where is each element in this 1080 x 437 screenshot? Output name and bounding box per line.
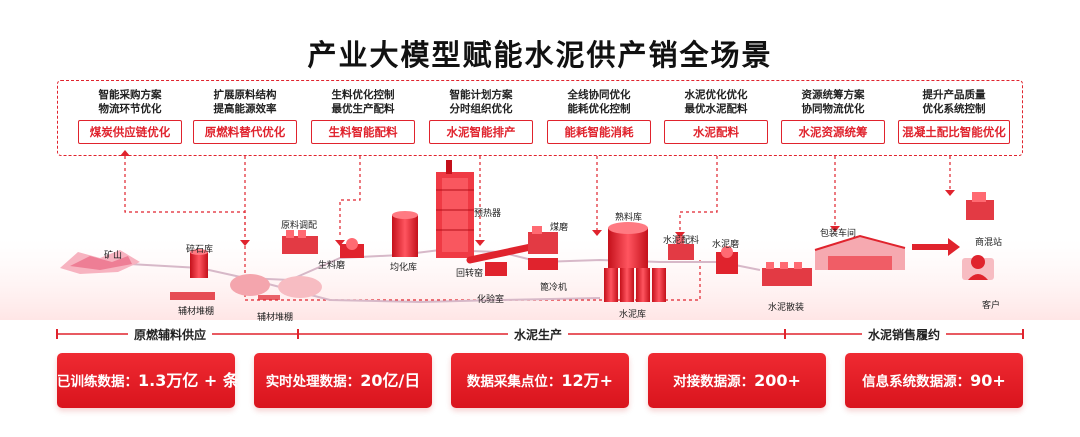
optimization-item: 智能计划方案 分时组织优化 水泥智能排产 xyxy=(429,88,533,144)
stage-label: 水泥销售履约 xyxy=(862,326,947,343)
scene-label-aux-shed: 辅材堆棚 xyxy=(257,313,294,323)
stat-value: 90+ xyxy=(970,371,1006,390)
aux-shed-base xyxy=(258,295,280,300)
optimization-line-2: 协同物流优化 xyxy=(801,103,865,115)
scene-label-aux-shed: 辅材堆棚 xyxy=(178,307,215,317)
optimization-line-1: 智能采购方案 xyxy=(98,89,162,101)
stat-value: 200+ xyxy=(754,371,801,390)
connector-arrowheads xyxy=(120,150,955,246)
stat-label: 对接数据源： xyxy=(673,374,755,390)
stat-label: 信息系统数据源： xyxy=(862,374,971,390)
plant-illustration xyxy=(0,150,1080,320)
page-title: 产业大模型赋能水泥供产销全场景 xyxy=(307,38,773,72)
optimization-tag: 混凝土配比智能优化 xyxy=(898,120,1010,144)
stat-label: 数据采集点位： xyxy=(466,374,562,390)
delivery-arrow xyxy=(912,238,960,256)
optimization-item: 扩展原料结构 提高能源效率 原燃料替代优化 xyxy=(193,88,297,144)
scene-label-cement-mill: 水泥磨 xyxy=(712,240,740,250)
preheater-tower xyxy=(436,160,474,258)
scene-label-mine: 矿山 xyxy=(104,251,123,261)
aux-shed-dome xyxy=(278,276,322,298)
scene-label-cement-batching: 水泥配料 xyxy=(663,236,700,246)
optimization-line-1: 水泥优化优化 xyxy=(684,89,748,101)
optimization-tag: 煤炭供应链优化 xyxy=(78,120,182,144)
optimization-line-2: 能耗优化控制 xyxy=(567,103,631,115)
customer-avatar xyxy=(962,255,994,280)
optimization-item: 提升产品质量 优化系统控制 混凝土配比智能优化 xyxy=(898,88,1010,144)
scene-label-packing: 包装车间 xyxy=(820,229,857,239)
stat-value: 20亿/日 xyxy=(360,371,421,390)
optimization-line-1: 提升产品质量 xyxy=(922,89,986,101)
optimization-tag: 水泥资源统筹 xyxy=(781,120,885,144)
optimization-line-2: 提高能源效率 xyxy=(213,103,277,115)
stat-value: 1.3万亿 + 条 xyxy=(138,371,239,390)
homogenizer-silo xyxy=(392,211,418,257)
optimization-item: 全线协同优化 能耗优化控制 能耗智能消耗 xyxy=(547,88,651,144)
stage-label: 原燃辅料供应 xyxy=(128,326,213,343)
optimization-tag: 水泥配料 xyxy=(664,120,768,144)
scene-label-preheater: 预热器 xyxy=(474,209,502,219)
optimization-line-1: 资源统筹方案 xyxy=(801,89,865,101)
optimization-panel xyxy=(57,80,1023,156)
cooler-unit xyxy=(528,258,558,270)
crushed-stone-silo xyxy=(170,249,215,300)
mine-illustration xyxy=(60,250,140,274)
scene-label-cement-silo: 水泥库 xyxy=(619,310,647,320)
scene-label-cooler: 篦冷机 xyxy=(540,283,568,293)
optimization-line-1: 生料优化控制 xyxy=(331,89,395,101)
scene-label-ready-mix: 商混站 xyxy=(975,238,1003,248)
stat-label: 已训练数据： xyxy=(57,374,138,390)
stat-card: 对接数据源：200+ xyxy=(648,353,826,408)
optimization-line-1: 全线协同优化 xyxy=(567,89,631,101)
stat-card: 实时处理数据：20亿/日 xyxy=(254,353,432,408)
optimization-tag: 生料智能配料 xyxy=(311,120,415,144)
cement-mill-unit xyxy=(716,246,738,274)
connector-lines xyxy=(124,156,951,301)
clinker-silo xyxy=(608,222,648,268)
optimization-line-2: 物流环节优化 xyxy=(98,103,162,115)
ready-mix-station xyxy=(966,192,994,220)
optimization-line-1: 扩展原料结构 xyxy=(213,89,277,101)
packing-workshop xyxy=(814,234,906,270)
bulk-cement-unit xyxy=(762,262,812,286)
scene-label-raw-mill: 生料磨 xyxy=(318,261,346,271)
optimization-line-1: 智能计划方案 xyxy=(449,89,513,101)
stat-card: 数据采集点位：12万+ xyxy=(451,353,629,408)
coal-mill-unit xyxy=(528,226,558,254)
stat-card: 信息系统数据源：90+ xyxy=(845,353,1023,408)
stat-value: 12万+ xyxy=(561,371,614,390)
optimization-line-2: 优化系统控制 xyxy=(922,103,986,115)
scene-label-crushed-stone: 碎石库 xyxy=(186,245,214,255)
stat-card: 已训练数据：1.3万亿 + 条 xyxy=(57,353,239,408)
scene-label-kiln: 回转窑 xyxy=(456,269,484,279)
optimization-item: 资源统筹方案 协同物流优化 水泥资源统筹 xyxy=(781,88,885,144)
scene-label-clinker-silo: 熟料库 xyxy=(615,213,643,223)
optimization-item: 水泥优化优化 最优水泥配料 水泥配料 xyxy=(664,88,768,144)
cement-batching-unit xyxy=(668,236,694,260)
raw-mill-unit xyxy=(340,238,364,258)
optimization-tag: 水泥智能排产 xyxy=(429,120,533,144)
cement-silos xyxy=(604,268,666,302)
optimization-tag: 能耗智能消耗 xyxy=(547,120,651,144)
scene-label-customer: 客户 xyxy=(982,301,1001,311)
optimization-line-2: 分时组织优化 xyxy=(449,103,513,115)
optimization-item: 生料优化控制 最优生产配料 生料智能配料 xyxy=(311,88,415,144)
raw-blending-unit xyxy=(282,230,318,254)
optimization-item: 智能采购方案 物流环节优化 煤炭供应链优化 xyxy=(78,88,182,144)
scene-label-lab: 化验室 xyxy=(477,295,505,305)
optimization-line-2: 最优水泥配料 xyxy=(684,103,748,115)
scene-label-homogenizer: 均化库 xyxy=(390,263,418,273)
scene-label-raw-blending: 原料调配 xyxy=(281,221,318,231)
optimization-tag: 原燃料替代优化 xyxy=(193,120,297,144)
optimization-line-2: 最优生产配料 xyxy=(331,103,395,115)
stage-label: 水泥生产 xyxy=(508,326,569,343)
stat-label: 实时处理数据： xyxy=(265,374,361,390)
aux-shed-dome xyxy=(230,274,270,296)
scene-label-bulk-cement: 水泥散装 xyxy=(768,303,805,313)
scene-label-coal-mill: 煤磨 xyxy=(550,223,569,233)
